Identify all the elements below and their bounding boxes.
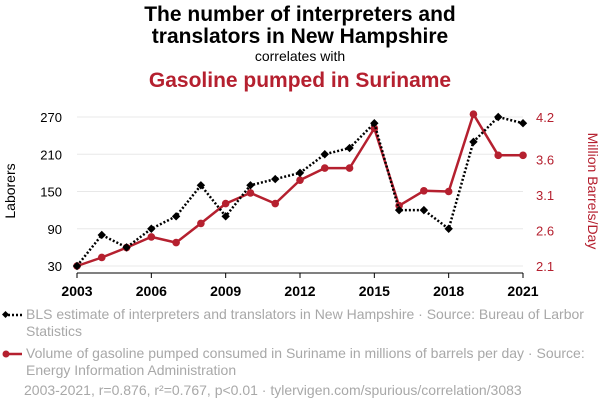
- x-axis-tick-label: 2006: [136, 283, 167, 299]
- series-1-point: [246, 181, 255, 190]
- series-group: [72, 110, 528, 271]
- series-2-point: [469, 110, 478, 118]
- y-axis-right-tick-label: 4.2: [536, 110, 554, 125]
- series-2-point: [296, 176, 304, 184]
- chart-plot: 2003 2006 2009 2012 2015 2018 2021 30 90 150 210 2…: [2, 110, 600, 299]
- series-2-point: [197, 219, 205, 228]
- series-1-point: [97, 230, 106, 240]
- series-2-line: [76, 112, 523, 268]
- series-1-point: [320, 150, 329, 159]
- series-1-point: [419, 205, 429, 215]
- series-2-point: [395, 201, 403, 210]
- series-2-point: [97, 253, 106, 262]
- series-1-point: [494, 112, 503, 122]
- y-axis-left: 30 90 150 210 270: [40, 110, 62, 274]
- footer-stats: 2003-2021, r=0.876, r²=0.767, p<0.01 · t…: [24, 382, 522, 398]
- x-axis-tick-label: 2018: [433, 283, 464, 299]
- series-2-point: [246, 189, 255, 197]
- y-axis-left-tick-label: 270: [40, 110, 62, 125]
- series-1-point: [72, 261, 82, 271]
- series-2-point: [444, 187, 453, 196]
- series-1-point: [345, 143, 354, 153]
- legend-swatch-series-1: [2, 310, 22, 319]
- series-1-point: [171, 212, 181, 221]
- y-axis-left-tick-label: 150: [40, 185, 62, 200]
- series-1-point: [394, 205, 404, 215]
- series-2-point: [345, 164, 354, 172]
- chart-title: The number of interpreters and translato…: [0, 4, 600, 48]
- y-axis-right-tick-label: 3.1: [536, 188, 554, 203]
- y-axis-left-label: Laborers: [2, 163, 18, 218]
- series-2-point: [147, 233, 156, 241]
- y-axis-right: 2.1 2.6 3.1 3.6 4.2: [536, 110, 554, 274]
- series-2-point: [519, 151, 527, 160]
- x-axis-tick-label: 2009: [210, 283, 241, 299]
- y-axis-left-tick-label: 30: [48, 259, 62, 274]
- legend-swatch-series-2: [2, 350, 22, 358]
- series-1-point: [196, 181, 206, 190]
- grid-lines: [77, 116, 523, 267]
- chart-title-line-1: The number of interpreters and: [144, 3, 456, 26]
- series-2-point: [221, 199, 230, 208]
- x-axis-tick-label: 2021: [507, 283, 538, 299]
- series-1-point: [469, 137, 478, 147]
- chart-title-2: Gasoline pumped in Suriname: [148, 69, 452, 92]
- series-1-point: [518, 119, 528, 128]
- series-1-point: [444, 224, 453, 233]
- series-2-point: [271, 199, 280, 208]
- x-axis-tick-label: 2012: [284, 283, 315, 299]
- legend-text-series-2: Volume of gasoline pumped consumed in Su…: [26, 345, 585, 378]
- y-axis-right-tick-label: 2.1: [536, 259, 554, 274]
- x-axis-tick-label: 2003: [61, 283, 92, 299]
- legend-text-series-1: BLS estimate of interpreters and transla…: [26, 306, 584, 339]
- y-axis-left-tick-label: 210: [40, 147, 62, 162]
- series-1-point: [221, 212, 230, 221]
- series-1-point: [370, 119, 379, 128]
- chart-title-line-2: translators in New Hampshire: [151, 25, 449, 48]
- series-1-point: [295, 168, 305, 178]
- x-axis: 2003 2006 2009 2012 2015 2018 2021: [61, 272, 539, 299]
- series-2-point: [172, 238, 180, 247]
- series-1-point: [271, 174, 280, 184]
- y-axis-right-tick-label: 3.6: [536, 153, 554, 168]
- y-axis-left-tick-label: 90: [48, 222, 62, 237]
- series-1-point: [147, 224, 156, 233]
- y-axis-right-label: Million Barrels/Day: [585, 133, 600, 250]
- series-2-point: [420, 186, 428, 195]
- x-axis-tick-label: 2015: [359, 283, 390, 299]
- correlates-with-text: correlates with: [254, 48, 346, 64]
- y-axis-right-tick-label: 2.6: [536, 224, 554, 239]
- series-2-point: [320, 164, 329, 172]
- series-2-point: [494, 151, 503, 160]
- series-1-point: [122, 243, 131, 252]
